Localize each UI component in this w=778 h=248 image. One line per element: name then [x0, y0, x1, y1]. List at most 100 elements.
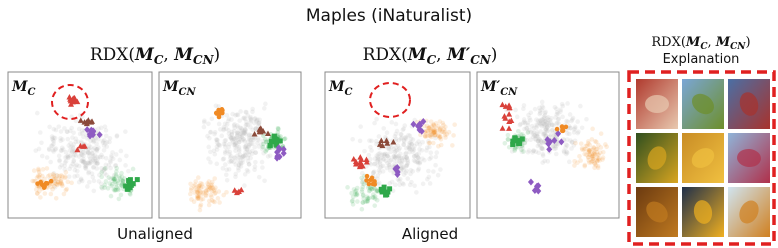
point: [229, 117, 234, 122]
point: [253, 159, 258, 165]
point: [436, 135, 442, 140]
point: [99, 174, 105, 180]
point: [374, 188, 380, 193]
group-caption: Aligned: [402, 225, 458, 243]
point: [568, 138, 573, 143]
point: [595, 152, 600, 158]
point: [226, 131, 232, 136]
point: [87, 154, 92, 159]
point: [104, 139, 110, 145]
point: [228, 135, 234, 141]
point: [200, 184, 205, 190]
point: [117, 157, 123, 163]
point: [538, 118, 543, 124]
point: [236, 139, 242, 145]
point: [540, 153, 546, 158]
point: [110, 150, 115, 155]
point: [528, 110, 534, 116]
point: [582, 162, 588, 168]
point: [392, 155, 398, 160]
point: [381, 152, 387, 158]
leaf: [739, 92, 759, 116]
point: [67, 128, 73, 134]
point: [575, 160, 580, 165]
point: [422, 133, 428, 139]
point: [210, 179, 215, 185]
point: [59, 182, 65, 187]
point: [229, 135, 234, 141]
point: [375, 181, 381, 187]
point: [205, 133, 210, 139]
point: [82, 165, 88, 171]
point: [350, 194, 356, 200]
point: [401, 165, 406, 170]
point: [86, 170, 91, 176]
point: [232, 122, 237, 127]
point: [431, 129, 437, 134]
point: [232, 155, 238, 161]
point: [369, 148, 374, 153]
point: [565, 119, 571, 125]
point: [233, 136, 238, 142]
point: [363, 199, 368, 205]
point: [525, 130, 531, 135]
point: [238, 159, 243, 165]
point: [83, 164, 89, 169]
point: [103, 156, 109, 161]
explanation-frame: [627, 70, 776, 246]
point: [380, 169, 386, 174]
point: [100, 168, 105, 174]
point: [250, 106, 255, 112]
point: [357, 138, 363, 144]
point: [245, 155, 251, 161]
point: [256, 144, 262, 149]
point: [248, 141, 254, 147]
point: [68, 153, 73, 158]
point: [78, 176, 84, 182]
point: [361, 181, 367, 187]
point: [52, 135, 58, 141]
point: [101, 167, 107, 172]
point: [94, 161, 100, 166]
point: [62, 126, 67, 131]
point: [228, 154, 234, 159]
point: [512, 136, 518, 142]
point: [248, 114, 253, 120]
point: [237, 155, 242, 160]
point: [106, 162, 112, 168]
point: [531, 129, 537, 135]
point: [52, 147, 58, 152]
point: [375, 188, 380, 193]
point: [370, 170, 376, 176]
point: [52, 178, 58, 184]
point: [126, 168, 131, 174]
point: [197, 188, 202, 193]
point: [522, 126, 527, 132]
point: [233, 162, 239, 167]
point: [438, 142, 444, 148]
point: [73, 139, 79, 145]
point: [531, 148, 537, 154]
point: [426, 174, 432, 180]
point: [526, 112, 531, 118]
point: [371, 170, 376, 175]
point: [582, 151, 588, 157]
point: [124, 153, 129, 159]
point: [119, 183, 124, 188]
point: [414, 141, 419, 146]
point: [213, 103, 219, 109]
point: [88, 159, 94, 165]
point: [442, 130, 447, 135]
point: [233, 135, 239, 141]
point: [251, 137, 256, 143]
point: [248, 124, 253, 130]
point: [108, 176, 113, 182]
point: [408, 136, 414, 142]
point: [188, 191, 193, 197]
point: [208, 183, 214, 188]
point: [238, 133, 243, 139]
point: [206, 144, 212, 150]
point: [426, 138, 431, 144]
point: [591, 145, 597, 151]
point: [524, 137, 530, 143]
